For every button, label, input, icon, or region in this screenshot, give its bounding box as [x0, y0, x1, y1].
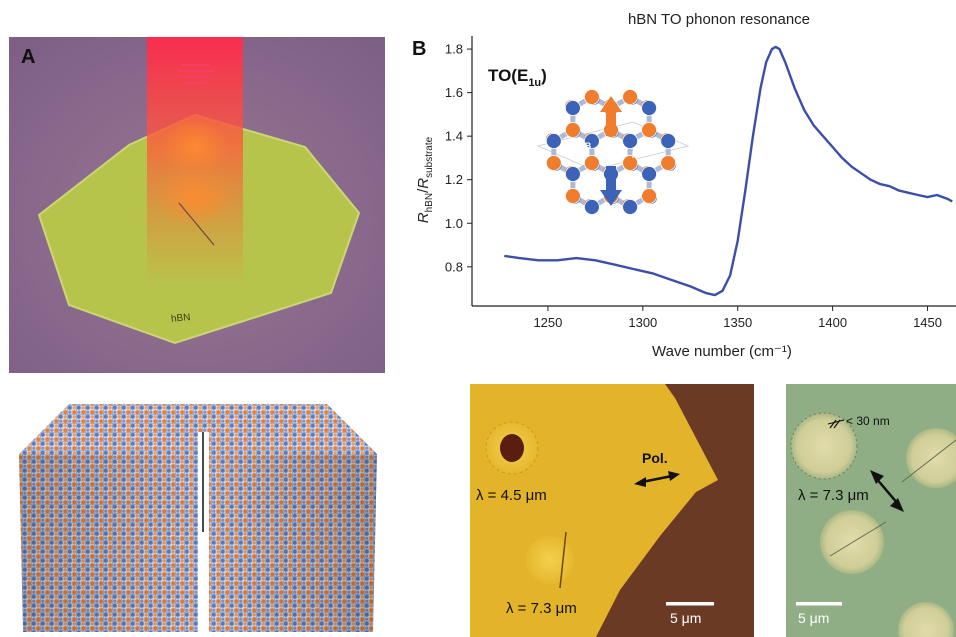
displacement-arrow-up	[600, 96, 622, 136]
y-tick-label-1.0: 1.0	[445, 216, 463, 231]
beam-spot-glow	[155, 167, 235, 227]
boron-atom	[584, 155, 600, 171]
lambda-short-label: λ = 4.5 μm	[476, 487, 547, 504]
panel-a-letter: A	[21, 46, 36, 68]
panel-b-letter: B	[412, 38, 427, 60]
panel-c-scale-bar	[666, 602, 714, 606]
hbn-lattice-inset: TO(E1u) B N	[488, 60, 728, 260]
hbn-label: hBN	[170, 312, 191, 325]
panel-c-graphic	[470, 384, 754, 637]
pol-label: Pol.	[642, 450, 668, 466]
y-tick-label-1.8: 1.8	[445, 42, 463, 57]
line-defect	[559, 531, 567, 589]
nitrogen-atom	[622, 133, 639, 149]
unit-cell-outline	[536, 121, 690, 171]
disk-lower	[898, 602, 954, 637]
nitrogen-atom	[583, 133, 600, 149]
chart-ticks: 1250 1300 1350 1400 1450 0.8 1.0 1.2 1.4 1.6 1.8	[445, 42, 942, 330]
y-axis-label: RhBN/Rsubstrate	[415, 136, 435, 223]
boron-atom	[584, 89, 600, 105]
y-tick-label-1.4: 1.4	[445, 129, 463, 144]
atomic-lattice-cube	[19, 404, 377, 632]
y-axis-label-holder: RhBN/Rsubstrate	[415, 136, 435, 223]
flake-crack	[178, 202, 215, 246]
disk-upper-left	[790, 412, 858, 480]
panel-c-scale-label: 5 μm	[670, 610, 702, 626]
nitrogen-atom	[641, 100, 658, 116]
x-axis-label-text: Wave number (cm⁻¹)	[652, 343, 792, 360]
chart-series	[504, 45, 953, 297]
panel-a-graphic	[9, 37, 385, 373]
y-tick-label-1.6: 1.6	[445, 85, 463, 100]
nitrogen-atom	[622, 199, 639, 215]
y-tick-label-0.8: 0.8	[445, 259, 463, 274]
panel-d-scale-label: 5 μm	[798, 610, 830, 626]
boron-atom	[641, 188, 658, 204]
x-tick-label-1300: 1300	[628, 315, 657, 330]
thickness-marker	[827, 419, 845, 429]
lambda-label-d: λ = 7.3 μm	[798, 487, 869, 504]
beam-focus-glow	[161, 117, 229, 177]
y-tick-label-1.2: 1.2	[445, 172, 463, 187]
chart-title: hBN TO phonon resonance	[628, 11, 810, 28]
panel-c-micrograph: C Pol. λ = 4.5 μm λ = 7.3 μm 5 μm	[470, 384, 754, 637]
lattice-graphic: B N	[536, 89, 690, 215]
nitrogen-atom	[583, 199, 600, 215]
x-tick-label-1350: 1350	[723, 315, 752, 330]
beam-wavefront	[177, 64, 213, 84]
disk-long-wavelength	[526, 536, 574, 584]
boron-atom	[660, 155, 677, 171]
nitrogen-label: N	[632, 150, 639, 160]
nitrogen-atom	[660, 133, 677, 149]
panel-d-micrograph: D < 30 nm λ = 7.3 μm 5 μm	[786, 384, 956, 637]
panel-a-beam-illustration: A hBN	[9, 37, 385, 373]
streak-2	[829, 521, 887, 557]
streak-1	[901, 439, 956, 483]
thickness-label: < 30 nm	[846, 414, 890, 428]
nitrogen-atom	[564, 100, 581, 116]
panel-d-scale-bar	[796, 602, 842, 606]
lattice-cube-illustration	[9, 392, 387, 635]
nitrogen-atom	[564, 166, 581, 182]
boron-atom	[545, 155, 562, 171]
nitrogen-atom	[641, 166, 658, 182]
boron-label: B	[585, 141, 592, 151]
polarization-arrow-d	[870, 470, 904, 512]
boron-atom	[565, 188, 581, 204]
mode-label: TO(E1u)	[488, 66, 547, 89]
boron-atom	[622, 155, 639, 171]
cube-top-face	[19, 404, 377, 454]
disk-upper-right	[906, 428, 956, 488]
lattice-atoms	[545, 89, 677, 215]
boron-atom	[641, 122, 658, 138]
chart-axes	[471, 36, 956, 307]
disk-middle	[820, 510, 884, 574]
reflectance-chart: hBN TO phonon resonance 1250 1300 1350 1400…	[445, 11, 956, 330]
displacement-arrow-down	[600, 166, 622, 206]
boron-atom	[622, 89, 639, 105]
nitrogen-atom	[545, 133, 562, 149]
reflectance-curve-0	[504, 45, 953, 297]
lambda-long-label: λ = 7.3 μm	[506, 600, 577, 617]
x-tick-label-1450: 1450	[913, 315, 942, 330]
x-tick-label-1250: 1250	[533, 315, 562, 330]
x-tick-label-1400: 1400	[818, 315, 847, 330]
panel-d-graphic	[786, 384, 956, 637]
x-axis-label-holder: Wave number (cm⁻¹)	[652, 343, 792, 360]
dark-defect	[500, 434, 524, 462]
boron-atom	[565, 122, 581, 138]
polarization-arrow	[634, 471, 680, 487]
